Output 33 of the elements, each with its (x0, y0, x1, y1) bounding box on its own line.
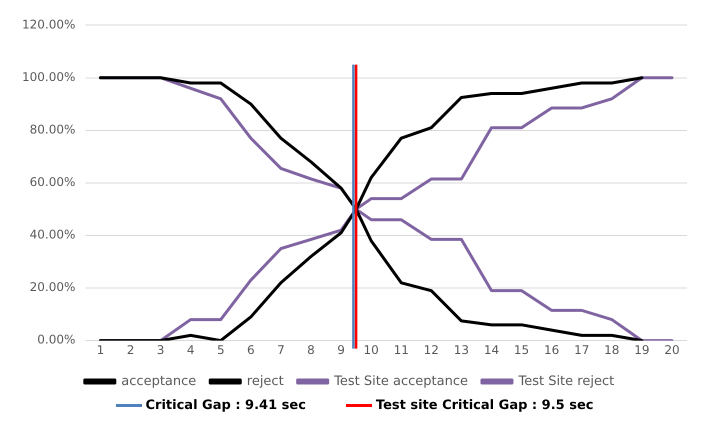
legend-label: Test Site acceptance (333, 374, 468, 389)
x-tick-label: 20 (664, 342, 680, 357)
x-tick-label: 16 (544, 342, 560, 357)
x-tick-label: 1 (96, 342, 104, 357)
x-tick-label: 13 (454, 342, 470, 357)
x-tick-label: 9 (337, 342, 345, 357)
y-tick-label: 20.00% (30, 280, 76, 294)
x-tick-label: 4 (186, 342, 194, 357)
x-tick-label: 15 (514, 342, 530, 357)
x-tick-label: 10 (364, 342, 379, 357)
y-tick-label: 0.00% (37, 332, 76, 347)
x-tick-label: 3 (156, 342, 164, 357)
x-tick-label: 12 (424, 342, 439, 357)
legend-label: acceptance (121, 374, 196, 389)
x-tick-label: 11 (394, 342, 409, 357)
y-tick-label: 60.00% (30, 175, 76, 190)
legend-label: Test site Critical Gap : 9.5 sec (376, 398, 594, 413)
legend-label: Critical Gap : 9.41 sec (146, 398, 306, 413)
x-tick-label: 2 (126, 342, 134, 357)
y-tick-label: 120.00% (22, 17, 76, 32)
y-tick-label: 40.00% (30, 228, 76, 242)
x-tick-label: 17 (574, 342, 590, 357)
x-tick-label: 7 (277, 342, 285, 357)
x-tick-label: 18 (604, 342, 620, 357)
x-tick-label: 5 (216, 342, 225, 357)
x-tick-label: 6 (247, 342, 255, 357)
x-tick-label: 14 (484, 342, 500, 357)
legend-label: reject (246, 374, 284, 389)
x-tick-label: 19 (634, 342, 650, 357)
y-tick-label: 100.00% (22, 70, 76, 84)
y-tick-label: 80.00% (30, 122, 76, 136)
legend-label: Test Site reject (517, 374, 614, 389)
x-tick-label: 8 (307, 342, 315, 357)
